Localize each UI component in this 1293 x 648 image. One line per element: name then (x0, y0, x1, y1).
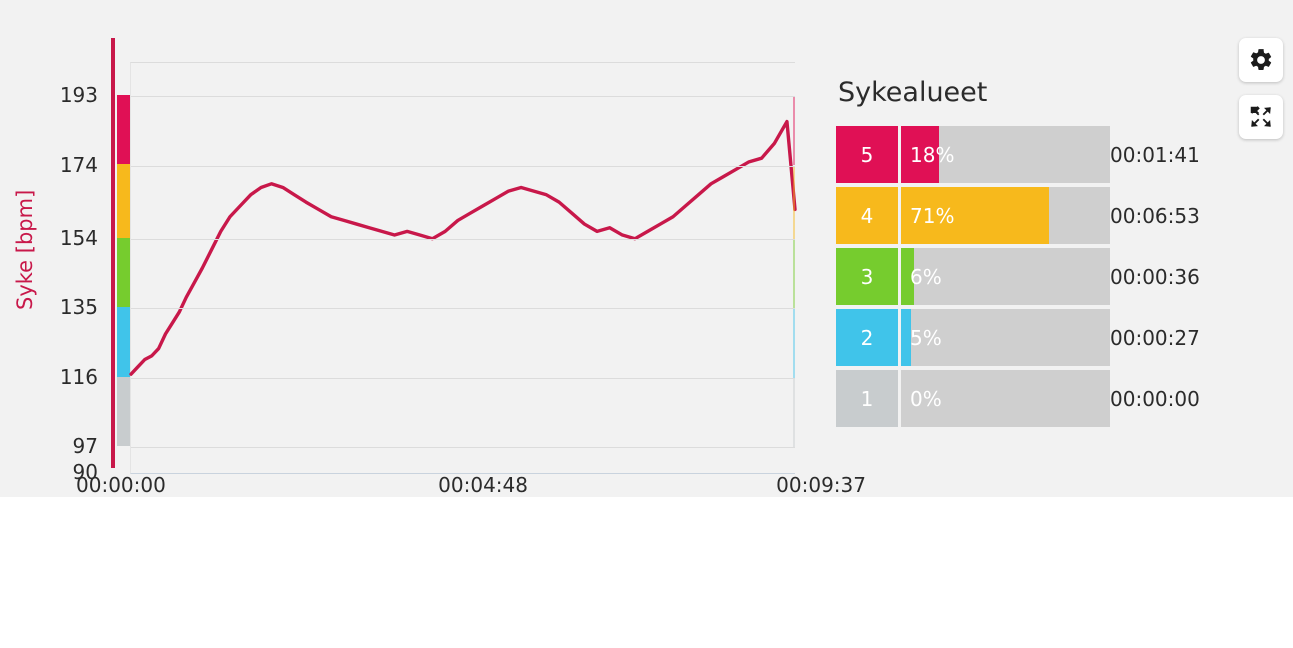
zone-percent-fill (901, 248, 914, 305)
zone-percent-bar: 5% (901, 309, 1110, 366)
y-axis-tick: 116 (59, 364, 98, 389)
zone-band-1 (117, 376, 130, 447)
zone-row[interactable]: 2 5% 00:00:27 (836, 309, 1236, 366)
zone-percent-fill (901, 309, 912, 366)
zone-percent-label: 18% (910, 142, 955, 167)
heart-rate-chart: Syke [bpm] 193 174 154 135 116 97 90 00:00:00 0… (0, 0, 866, 500)
gridline (131, 447, 795, 449)
y-axis-tick: 154 (59, 225, 98, 250)
y-axis-tick: 193 (59, 82, 98, 107)
zone-number: 2 (836, 309, 898, 366)
zone-percent-fill (901, 187, 1050, 244)
x-axis-tick: 00:04:48 (438, 473, 528, 497)
zone-percent-bar: 71% (901, 187, 1110, 244)
zone-color-strip (117, 94, 130, 447)
zone-percent-bar: 0% (901, 370, 1110, 427)
zone-duration: 00:06:53 (1110, 203, 1200, 228)
zone-duration: 00:00:27 (1110, 325, 1200, 350)
zone-row[interactable]: 1 0% 00:00:00 (836, 370, 1236, 427)
zone-row[interactable]: 5 18% 00:01:41 (836, 126, 1236, 183)
zone-band-2 (117, 307, 130, 377)
zone-duration: 00:00:36 (1110, 264, 1200, 289)
y-axis-line (111, 38, 115, 468)
fullscreen-expand-icon (1250, 106, 1271, 127)
y-axis-tick: 174 (59, 152, 98, 177)
zone-percent-label: 6% (910, 264, 942, 289)
zone-percent-label: 71% (910, 203, 955, 228)
gridline (131, 95, 795, 97)
y-axis-tick: 135 (59, 295, 98, 320)
y-axis-tick: 90 (72, 460, 98, 484)
zone-number: 1 (836, 370, 898, 427)
zone-edge-2 (793, 308, 795, 378)
zone-row[interactable]: 4 71% 00:06:53 (836, 187, 1236, 244)
settings-button[interactable] (1239, 38, 1283, 82)
heart-rate-line (129, 119, 797, 376)
gridline (131, 238, 795, 240)
zone-percent-label: 0% (910, 386, 942, 411)
zones-panel: Sykealueet 5 18% 00:01:41 4 71% 00:06:53 3 6% 00… (836, 78, 1236, 431)
zone-edge-3 (793, 238, 795, 309)
y-axis-tick: 97 (72, 434, 98, 459)
zone-band-4 (117, 164, 130, 238)
zones-panel-title: Sykealueet (838, 77, 988, 108)
zone-band-3 (117, 237, 130, 308)
zone-band-5 (117, 94, 130, 165)
zone-edge-5 (793, 95, 795, 166)
zones-list: 5 18% 00:01:41 4 71% 00:06:53 3 6% 00:00:36 2 5% 00… (836, 126, 1236, 427)
zone-number: 3 (836, 248, 898, 305)
x-axis-tick: 00:09:37 (776, 473, 866, 497)
x-axis-tick-labels: 00:00:00 00:04:48 00:09:37 (0, 473, 866, 500)
zone-percent-fill (901, 126, 939, 183)
zone-percent-bar: 18% (901, 126, 1110, 183)
zone-number: 5 (836, 126, 898, 183)
y-axis-title: Syke [bpm] (13, 189, 37, 311)
fullscreen-button[interactable] (1239, 95, 1283, 139)
gridline (131, 377, 795, 379)
x-axis-tick: 00:00:00 (76, 473, 166, 497)
zone-percent-bar: 6% (901, 248, 1110, 305)
zone-edge-1 (793, 377, 795, 448)
zone-duration: 00:00:00 (1110, 386, 1200, 411)
zone-percent-label: 5% (910, 325, 942, 350)
zone-number: 4 (836, 187, 898, 244)
zone-duration: 00:01:41 (1110, 142, 1200, 167)
gridline (131, 165, 795, 167)
gear-icon (1250, 49, 1272, 70)
gridline (131, 308, 795, 310)
zone-edge-4 (793, 165, 795, 239)
plot-area (129, 62, 797, 474)
y-axis-tick-labels: 193 174 154 135 116 97 90 (40, 30, 98, 482)
zone-row[interactable]: 3 6% 00:00:36 (836, 248, 1236, 305)
